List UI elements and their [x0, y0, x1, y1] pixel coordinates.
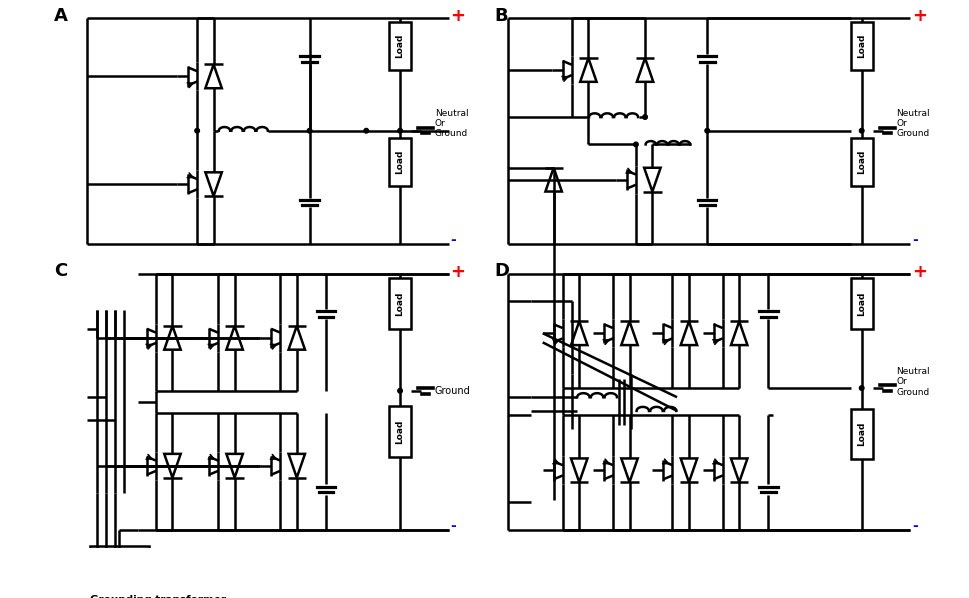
Polygon shape — [164, 326, 180, 350]
Polygon shape — [205, 172, 222, 196]
Polygon shape — [580, 58, 597, 82]
Circle shape — [307, 129, 312, 133]
Circle shape — [860, 386, 864, 390]
Polygon shape — [164, 454, 180, 478]
Polygon shape — [227, 454, 243, 478]
Circle shape — [398, 389, 402, 393]
Text: Load: Load — [395, 291, 405, 316]
Circle shape — [364, 129, 368, 133]
Text: Load: Load — [395, 419, 405, 444]
Polygon shape — [637, 58, 653, 82]
Text: Load: Load — [858, 291, 866, 316]
Polygon shape — [571, 321, 587, 345]
Polygon shape — [205, 65, 222, 89]
Text: Load: Load — [395, 34, 405, 59]
Text: +: + — [912, 264, 927, 282]
Text: C: C — [53, 261, 67, 280]
Polygon shape — [731, 459, 747, 482]
Polygon shape — [571, 459, 587, 482]
Polygon shape — [731, 321, 747, 345]
Bar — [390, 278, 411, 329]
Text: +: + — [451, 264, 465, 282]
Text: Load: Load — [858, 34, 866, 59]
Polygon shape — [289, 454, 305, 478]
Text: Load: Load — [858, 150, 866, 174]
Bar — [851, 409, 873, 459]
Text: B: B — [494, 8, 508, 26]
Bar — [90, 546, 149, 596]
Polygon shape — [680, 459, 697, 482]
Polygon shape — [680, 321, 697, 345]
Bar — [390, 138, 411, 185]
Text: Neutral
Or
Ground: Neutral Or Ground — [896, 367, 930, 396]
Text: Load: Load — [395, 150, 405, 174]
Polygon shape — [546, 168, 562, 191]
Circle shape — [195, 129, 200, 133]
Text: -: - — [451, 233, 456, 246]
Bar — [851, 278, 873, 329]
Polygon shape — [107, 558, 133, 579]
Bar — [851, 22, 873, 70]
Bar — [390, 22, 411, 70]
Polygon shape — [109, 569, 129, 578]
Polygon shape — [644, 168, 661, 191]
Circle shape — [634, 142, 639, 147]
Circle shape — [860, 129, 864, 133]
Text: +: + — [451, 8, 465, 26]
Polygon shape — [227, 326, 243, 350]
Bar — [390, 406, 411, 457]
Text: Neutral
Or
Ground: Neutral Or Ground — [896, 108, 930, 138]
Text: A: A — [53, 8, 68, 26]
Text: Grounding transformer: Grounding transformer — [90, 596, 226, 598]
Text: -: - — [912, 518, 918, 533]
Polygon shape — [289, 326, 305, 350]
Text: D: D — [494, 261, 510, 280]
Text: -: - — [912, 233, 918, 246]
Bar — [851, 138, 873, 185]
Text: Load: Load — [858, 422, 866, 447]
Polygon shape — [621, 321, 638, 345]
Text: -: - — [451, 518, 456, 533]
Circle shape — [642, 115, 647, 120]
Text: Ground: Ground — [435, 386, 471, 396]
Text: +: + — [912, 8, 927, 26]
Text: Neutral
Or
Ground: Neutral Or Ground — [435, 108, 468, 138]
Circle shape — [398, 129, 402, 133]
Circle shape — [704, 129, 709, 133]
Polygon shape — [621, 459, 638, 482]
